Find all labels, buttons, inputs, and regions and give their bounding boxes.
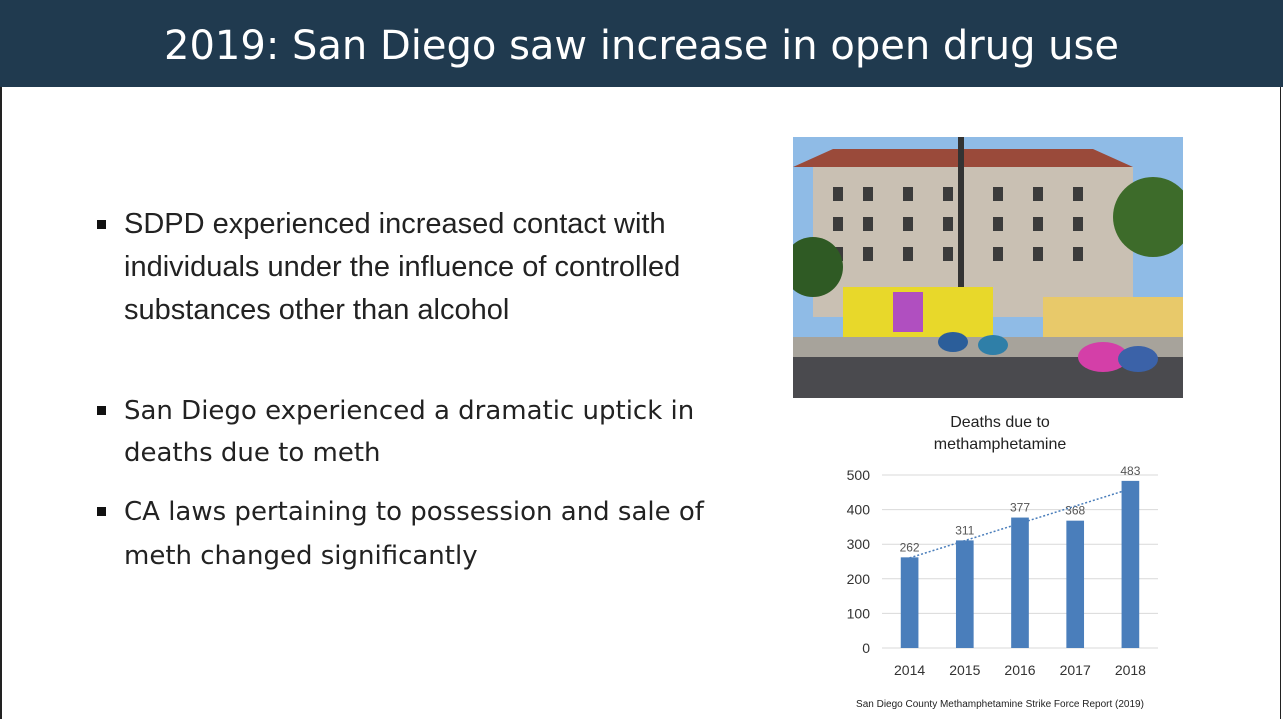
x-tick-label: 2016 [1004,662,1035,678]
bar [1122,481,1140,648]
data-label: 262 [900,540,920,554]
data-label: 377 [1010,501,1030,515]
y-tick-label: 300 [847,536,871,552]
y-tick-label: 100 [847,605,871,621]
y-tick-label: 0 [862,640,870,656]
slide: {"title": "2019: San Diego saw increase … [0,0,1283,719]
bullet: San Diego experienced a dramatic uptick … [124,390,734,474]
data-label: 311 [955,523,974,537]
photo [793,137,1183,398]
chart-title: Deaths due to methamphetamine [900,412,1100,456]
data-label: 483 [1120,464,1140,478]
y-tick-label: 200 [847,571,871,587]
bar [956,540,974,648]
chart: 0 100 200 300 400 500 2014 262 2015 311 2016 377 201… [840,460,1180,690]
slide-title: 2019: San Diego saw increase in open dru… [0,20,1283,72]
x-tick-label: 2014 [894,662,925,678]
y-tick-label: 500 [847,467,871,483]
bullet: CA laws pertaining to possession and sal… [124,490,734,578]
y-tick-label: 400 [847,502,871,518]
bullet: SDPD experienced increased contact with … [124,203,734,332]
x-tick-label: 2018 [1115,662,1146,678]
bar [1011,518,1029,648]
x-tick-label: 2015 [949,662,980,678]
bar [901,557,919,648]
x-tick-label: 2017 [1060,662,1091,678]
bar [1066,521,1084,648]
source-note: San Diego County Methamphetamine Strike … [800,699,1200,710]
